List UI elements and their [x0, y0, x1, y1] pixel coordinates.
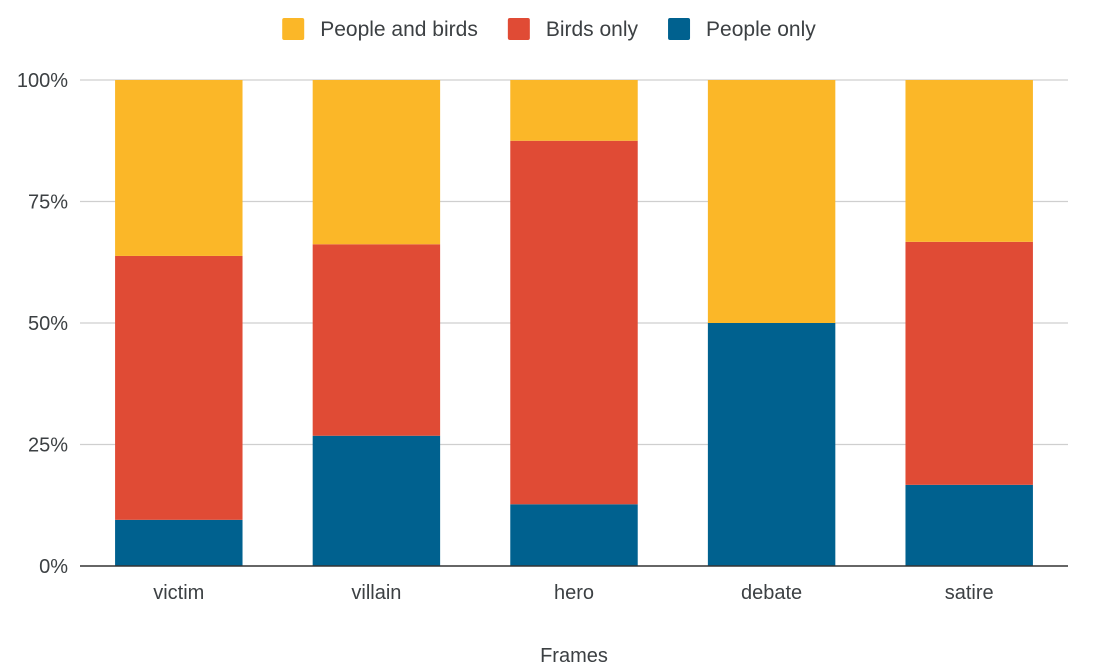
bar-villain-people-and-birds — [312, 80, 441, 245]
bar-victim-people-only — [115, 519, 243, 566]
x-axis-title: Frames — [540, 645, 608, 664]
x-tick-label-hero: hero — [554, 582, 594, 604]
legend-label-birds-only: Birds only — [546, 18, 639, 41]
y-axis-ticks: 0% 25% 50% 75% 100% — [17, 70, 68, 578]
legend-swatch-people-and-birds — [282, 18, 305, 40]
y-tick-label: 50% — [28, 313, 68, 335]
bar-victim-birds-only — [115, 255, 243, 520]
bar-hero-people-and-birds — [510, 80, 638, 141]
bar-hero-people-only — [510, 504, 638, 566]
bar-satire-birds-only — [905, 241, 1033, 485]
legend-swatch-birds-only — [507, 18, 530, 40]
y-tick-label: 25% — [28, 435, 68, 457]
legend-label-people-and-birds: People and birds — [320, 18, 478, 41]
legend-label-people-only: People only — [706, 18, 816, 41]
y-tick-label: 100% — [17, 70, 68, 92]
bars — [115, 80, 1033, 566]
bar-villain-people-only — [312, 435, 441, 566]
x-tick-label-villain: villain — [351, 582, 401, 604]
x-axis-ticks: victim villain hero debate satire — [153, 582, 993, 604]
legend-item-birds-only: Birds only — [507, 18, 639, 41]
bar-victim-people-and-birds — [115, 80, 243, 256]
x-tick-label-satire: satire — [945, 582, 994, 604]
y-tick-label: 75% — [28, 192, 68, 214]
bar-debate-people-only — [707, 323, 836, 566]
bar-satire-people-only — [905, 484, 1033, 566]
y-tick-label: 0% — [39, 556, 68, 578]
legend-swatch-people-only — [668, 18, 691, 40]
bar-villain-birds-only — [312, 244, 441, 436]
legend-item-people-and-birds: People and birds — [282, 18, 478, 41]
legend-item-people-only: People only — [668, 18, 816, 41]
bar-satire-people-and-birds — [905, 80, 1033, 242]
bar-hero-birds-only — [510, 140, 638, 505]
bar-debate-people-and-birds — [707, 80, 836, 323]
x-tick-label-victim: victim — [153, 582, 204, 604]
x-tick-label-debate: debate — [741, 582, 802, 604]
legend: People and birds Birds only People only — [282, 18, 816, 41]
